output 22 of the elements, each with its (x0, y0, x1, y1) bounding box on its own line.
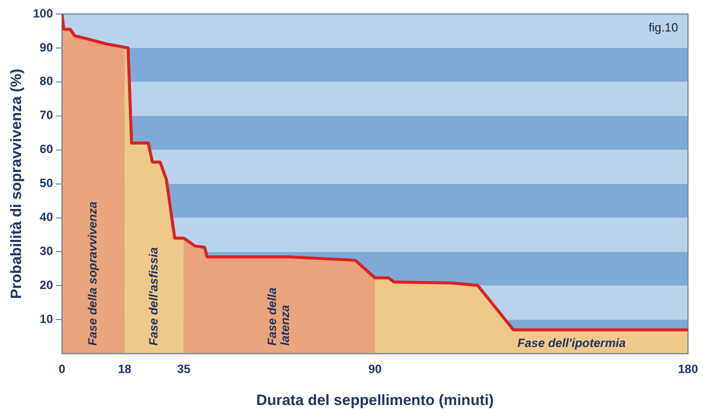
y-tick-label: 100 (32, 6, 54, 20)
x-axis-title: Durata del seppellimento (minuti) (256, 392, 494, 410)
x-tick-label: 35 (177, 362, 191, 376)
band-label: Fase della latenza (265, 287, 292, 346)
y-tick-label: 70 (40, 108, 54, 122)
y-tick-label: 80 (40, 74, 54, 88)
y-tick-label: 30 (40, 244, 54, 258)
annotation: fig.10 (648, 20, 678, 34)
band-label: Fase dell'asfissia (146, 247, 160, 346)
y-tick-label: 60 (40, 142, 54, 156)
band-label: Fase della sopravvivenza (86, 201, 100, 346)
band-label: Fase dell'ipotermia (517, 336, 626, 350)
x-tick-label: 90 (368, 362, 382, 376)
x-tick-label: 180 (678, 362, 698, 376)
y-tick-label: 90 (40, 40, 54, 54)
y-tick-label: 40 (40, 210, 54, 224)
y-tick-label: 10 (40, 312, 54, 326)
x-tick-label: 18 (118, 362, 132, 376)
y-tick-label: 20 (40, 278, 54, 292)
y-tick-label: 50 (40, 176, 54, 190)
y-axis-title: Probabilità di sopravvivenza (%) (8, 68, 26, 299)
x-tick-label: 0 (58, 362, 66, 376)
